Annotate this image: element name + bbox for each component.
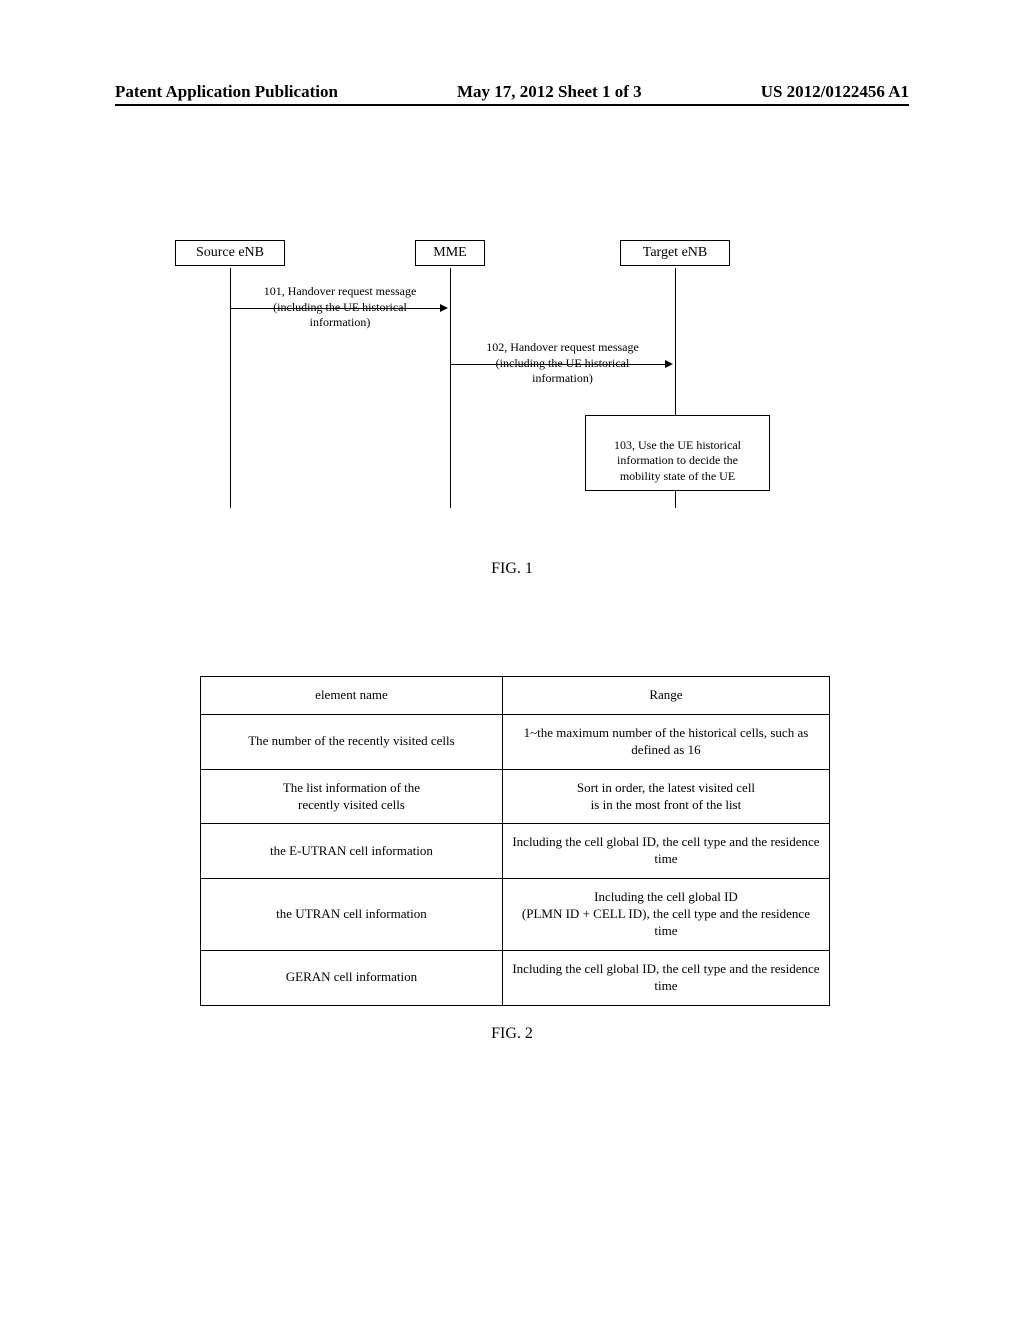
header-left: Patent Application Publication xyxy=(115,82,338,102)
mme-block: MME xyxy=(415,240,485,266)
header-col1: element name xyxy=(201,677,503,715)
cell-name: GERAN cell information xyxy=(201,950,503,1005)
source-lifeline xyxy=(230,268,231,508)
table-row: The list information of the recently vis… xyxy=(201,769,830,824)
header-right: US 2012/0122456 A1 xyxy=(761,82,909,102)
source-enb-label: Source eNB xyxy=(196,245,264,261)
header-col2: Range xyxy=(502,677,829,715)
cell-range: Sort in order, the latest visited cell i… xyxy=(502,769,829,824)
info-table: element name Range The number of the rec… xyxy=(200,676,830,1006)
cell-name: the E-UTRAN cell information xyxy=(201,824,503,879)
cell-range: Including the cell global ID, the cell t… xyxy=(502,950,829,1005)
table-row: the UTRAN cell information Including the… xyxy=(201,879,830,951)
cell-range: Including the cell global ID (PLMN ID + … xyxy=(502,879,829,951)
cell-name: The list information of the recently vis… xyxy=(201,769,503,824)
cell-name: the UTRAN cell information xyxy=(201,879,503,951)
mme-lifeline xyxy=(450,268,451,508)
msg-102-arrow xyxy=(450,364,667,365)
table-row: the E-UTRAN cell information Including t… xyxy=(201,824,830,879)
table-header-row: element name Range xyxy=(201,677,830,715)
header-rule xyxy=(115,104,909,106)
table-row: GERAN cell information Including the cel… xyxy=(201,950,830,1005)
action-103-text: 103, Use the UE historical information t… xyxy=(614,438,741,483)
table-row: The number of the recently visited cells… xyxy=(201,714,830,769)
fig2-label: FIG. 2 xyxy=(0,1025,1024,1043)
header-center: May 17, 2012 Sheet 1 of 3 xyxy=(457,82,642,102)
target-enb-label: Target eNB xyxy=(643,245,707,261)
source-enb-block: Source eNB xyxy=(175,240,285,266)
msg-101-arrowhead xyxy=(440,304,448,312)
msg-101-arrow xyxy=(230,308,442,309)
page-header: Patent Application Publication May 17, 2… xyxy=(0,82,1024,102)
cell-range: Including the cell global ID, the cell t… xyxy=(502,824,829,879)
cell-range: 1~the maximum number of the historical c… xyxy=(502,714,829,769)
mme-label: MME xyxy=(433,245,466,261)
action-103-box: 103, Use the UE historical information t… xyxy=(585,415,770,491)
cell-name: The number of the recently visited cells xyxy=(201,714,503,769)
info-table-container: element name Range The number of the rec… xyxy=(200,676,830,1006)
sequence-diagram: Source eNB MME Target eNB 101, Handover … xyxy=(175,240,855,520)
msg-102-arrowhead xyxy=(665,360,673,368)
fig1-label: FIG. 1 xyxy=(0,560,1024,578)
target-enb-block: Target eNB xyxy=(620,240,730,266)
